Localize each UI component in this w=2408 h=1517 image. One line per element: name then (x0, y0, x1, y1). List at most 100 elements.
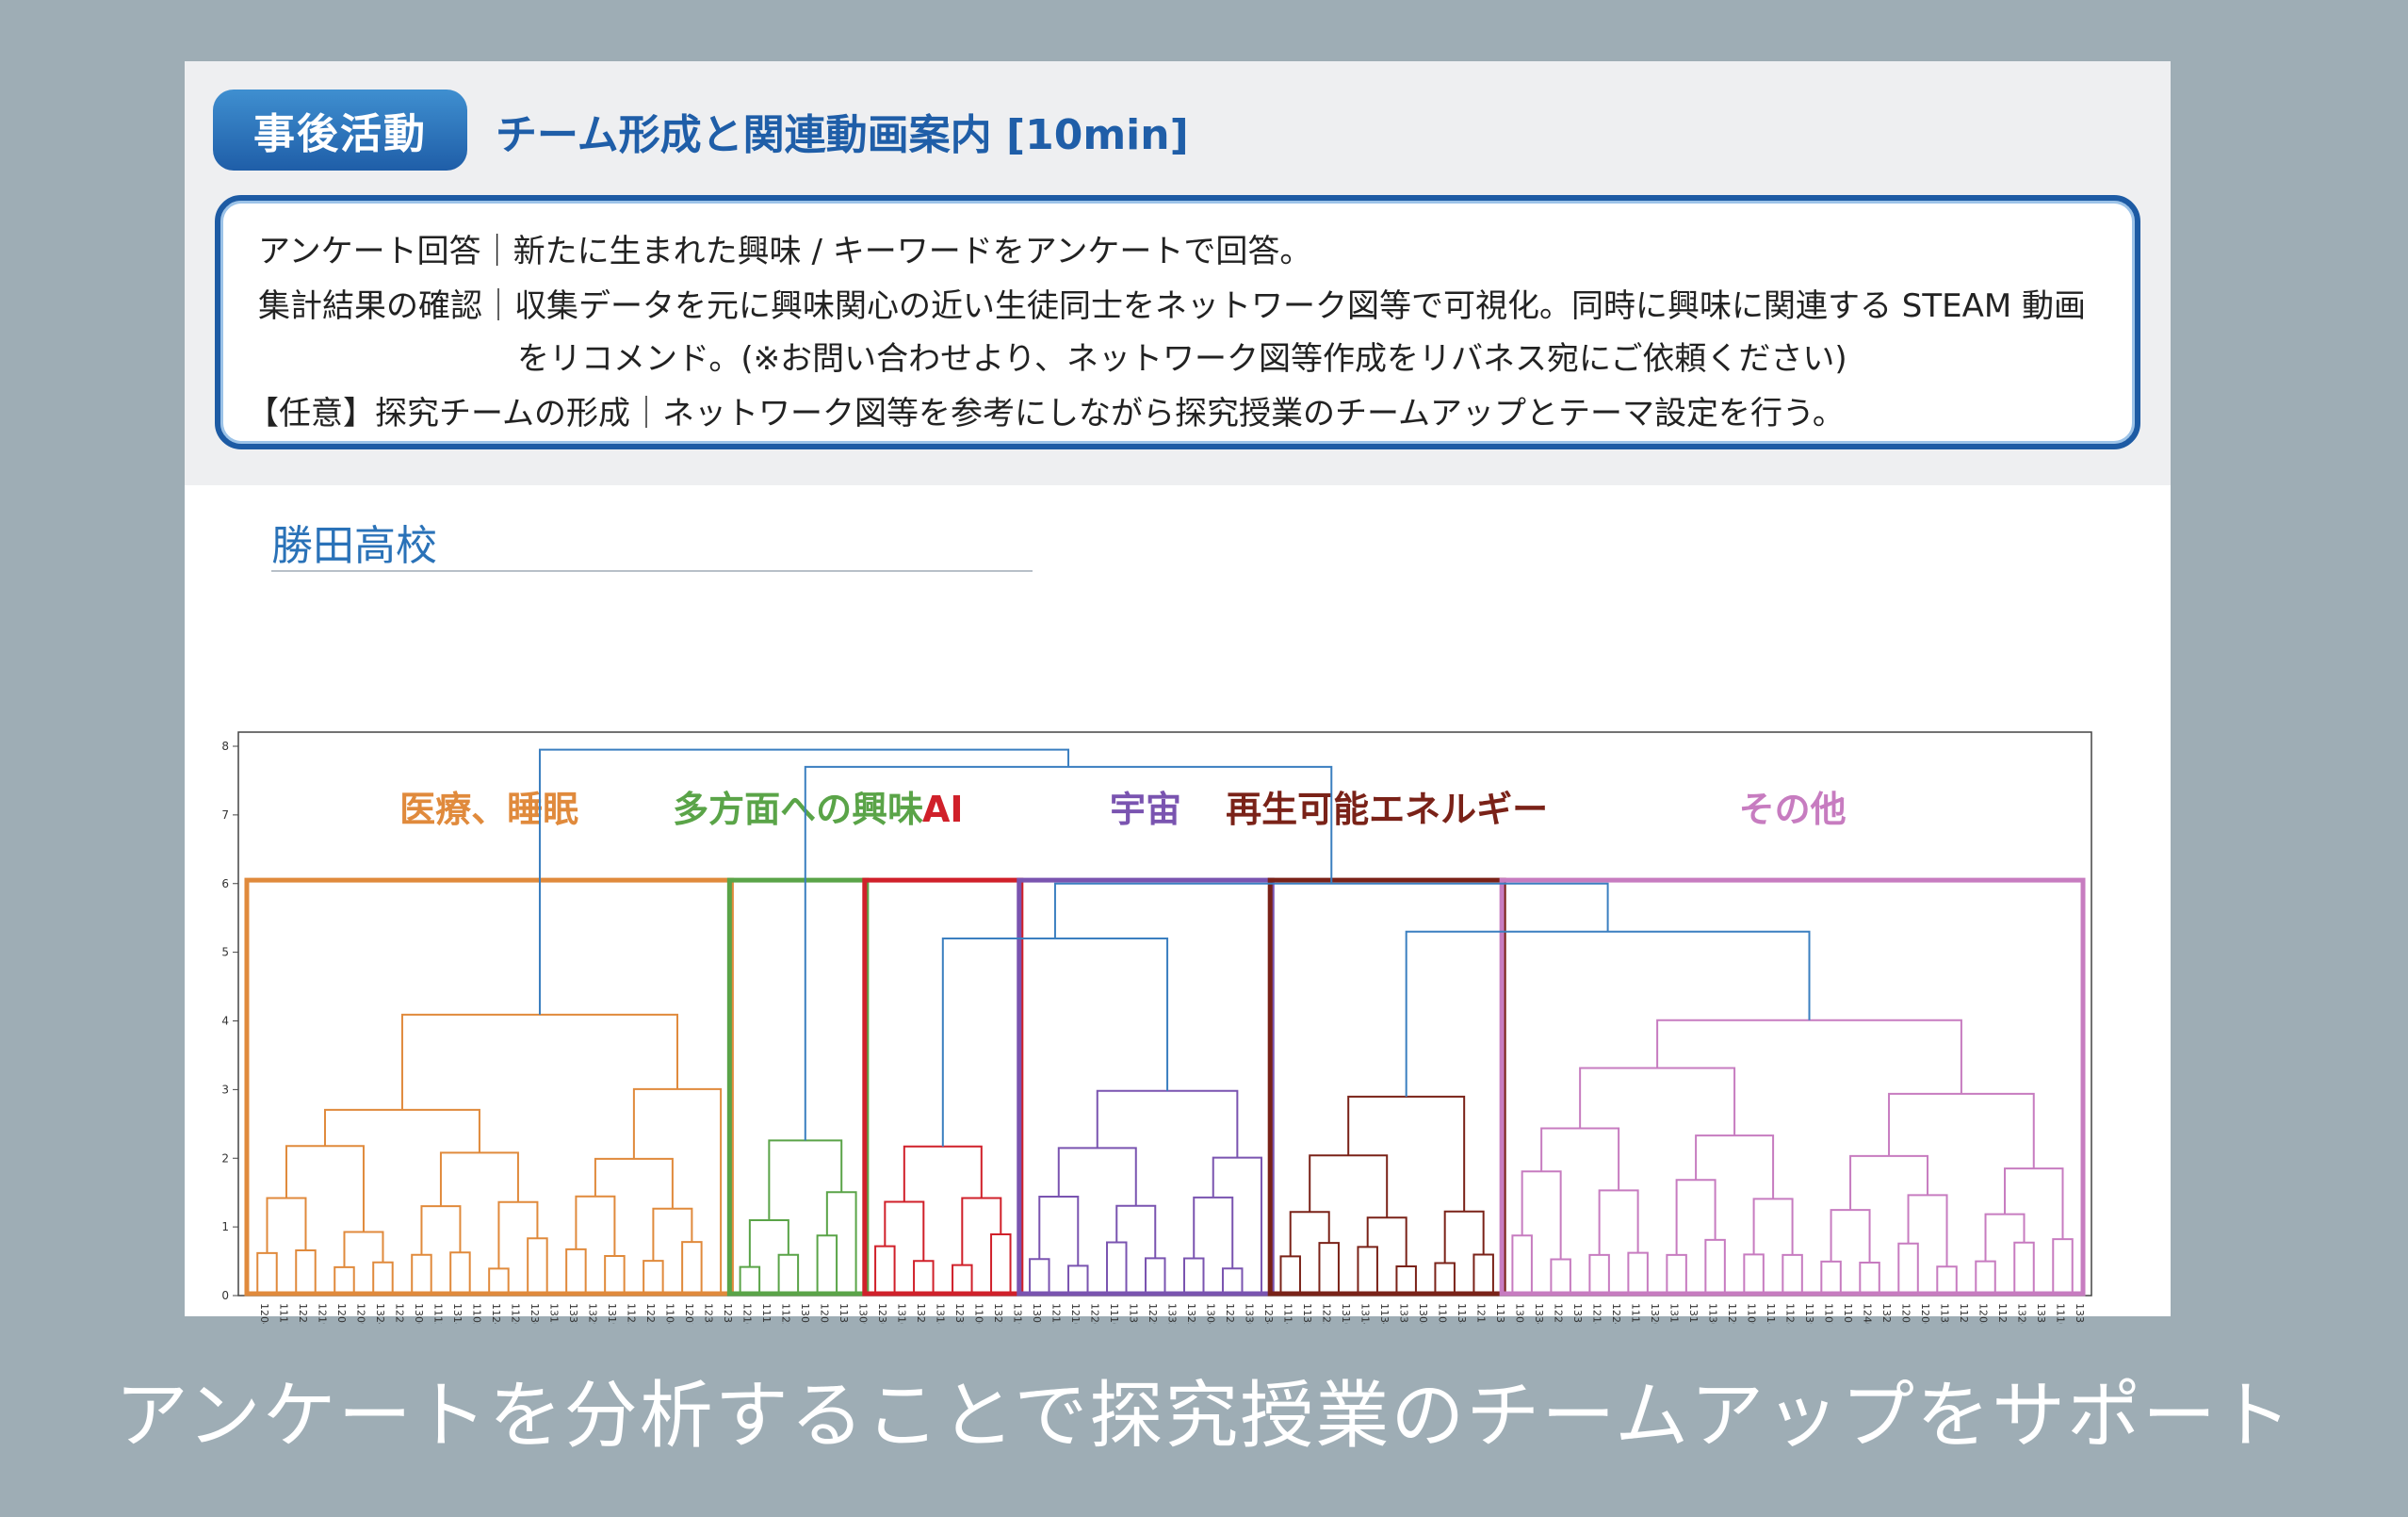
dendrogram-link (1695, 1134, 1775, 1199)
dendrogram-link (439, 1151, 519, 1207)
leaf-label: 1333 (2035, 1303, 2047, 1324)
dendrogram-link (1540, 1127, 1620, 1191)
leaf-label: 1209 (355, 1303, 367, 1324)
dendrogram-link (1434, 1262, 1456, 1296)
info-line-1: アンケート回答｜新たに生まれた興味 / キーワードをアンケートで回答。 (258, 233, 1312, 270)
dendrogram-link (643, 1260, 664, 1296)
dendrogram-link (372, 1261, 394, 1296)
leaf-label: 1102 (471, 1303, 483, 1324)
dendrogram-link (1675, 1179, 1717, 1255)
leaf-label: 1132 (1938, 1303, 1950, 1324)
dendrogram-link (804, 765, 1333, 1141)
leaf-label: 1129 (1726, 1303, 1738, 1324)
leaf-label: 1113 (760, 1303, 773, 1324)
leaf-label: 1224 (1610, 1303, 1622, 1324)
dendrogram-link (739, 1265, 761, 1296)
dendrogram-link (652, 1207, 693, 1262)
cluster-label: 多方面への興味 (673, 789, 923, 830)
dendrogram-link (594, 1157, 674, 1209)
leaf-label: 1124 (490, 1303, 502, 1324)
dendrogram-link (1096, 1089, 1239, 1158)
dendrogram-link (1579, 1067, 1736, 1136)
dendrogram-link (1106, 1241, 1128, 1296)
school-underline (271, 570, 1033, 572)
leaf-label: 1211 (1474, 1303, 1487, 1324)
y-tick-label: 0 (221, 1289, 229, 1302)
dendrogram-link (323, 1108, 480, 1153)
cluster-box (1017, 877, 1275, 1297)
dendrogram-link (1029, 1258, 1050, 1296)
leaf-label: 1309 (857, 1303, 870, 1324)
leaf-label: 1114 (1281, 1303, 1293, 1324)
leaf-label: 1118 (1765, 1303, 1777, 1324)
leaf-label: 1311 (1668, 1303, 1680, 1324)
info-line-3: をリコメンド。(※お問い合わせより、ネットワーク図等作成をリバネス宛にご依頼くだ… (517, 340, 1847, 378)
leaf-label: 1301 (799, 1303, 811, 1324)
leaf-label: 1331 (1571, 1303, 1584, 1324)
dendrogram-link (1212, 1156, 1262, 1296)
dendrogram-link (1511, 1234, 1533, 1296)
cluster-label: その他 (1739, 789, 1847, 830)
leaf-label: 1334 (1533, 1303, 1545, 1324)
cluster-label: 医療、睡眠 (399, 789, 578, 830)
leaf-label: 1203 (1899, 1303, 1912, 1324)
leaf-label: 1324 (374, 1303, 386, 1324)
y-tick-label: 3 (221, 1083, 229, 1096)
dendrogram-link (1907, 1194, 1948, 1267)
dendrogram-link (1588, 1253, 1610, 1296)
leaf-label: 1228 (1224, 1303, 1236, 1324)
dendrogram-link (1182, 1257, 1205, 1296)
dendrogram-link (884, 1200, 925, 1262)
leaf-label: 1305 (1513, 1303, 1525, 1324)
leaf-label: 1319 (1012, 1303, 1024, 1324)
leaf-label: 1304 (1204, 1303, 1216, 1324)
dendrogram-link (903, 1145, 983, 1202)
leaf-label: 1222 (1320, 1303, 1332, 1324)
cluster-box (1267, 877, 1506, 1297)
caption: アンケートを分析することで探究授業のチームアップをサポート (114, 1374, 2294, 1459)
leaf-label: 1230 (876, 1303, 888, 1324)
dendrogram-link (604, 1255, 626, 1296)
dendrogram-link (632, 1087, 723, 1296)
leaf-label: 1208 (1977, 1303, 1989, 1324)
leaf-label: 1316 (896, 1303, 908, 1324)
leaf-label: 1326 (2015, 1303, 2027, 1324)
dendrogram-link (527, 1237, 548, 1296)
leaf-label: 1123 (626, 1303, 638, 1324)
dendrogram-link (538, 748, 1070, 1015)
leaf-label: 1117 (278, 1303, 290, 1324)
leaf-label: 1204 (258, 1303, 270, 1324)
cluster-label: 再生可能エネルギー (1226, 789, 1548, 830)
dendrogram-link (941, 938, 1169, 1147)
header-band: 事後活動 チーム形成と関連動画案内 [10min] アンケート回答｜新たに生まれ… (185, 61, 2171, 485)
dendrogram-link (420, 1205, 462, 1255)
dendrogram-link (1521, 1170, 1562, 1260)
leaf-label: 1104 (664, 1303, 676, 1324)
dendrogram-link (1782, 1253, 1803, 1296)
leaf-label: 1139 (1803, 1303, 1815, 1324)
dendrogram-link (266, 1197, 307, 1253)
leaf-label: 1330 (1243, 1303, 1255, 1324)
leaf-label: 1315 (548, 1303, 561, 1324)
dendrogram-link (1743, 1253, 1765, 1296)
dendrogram-link (1366, 1216, 1407, 1267)
info-line-4: 【任意】探究チームの形成｜ネットワーク図等を参考にしながら探究授業のチームアップ… (247, 395, 1845, 432)
leaf-label: 1307 (1031, 1303, 1043, 1324)
dendrogram-link (1984, 1213, 2026, 1262)
leaf-label: 1337 (567, 1303, 579, 1324)
leaf-label: 1109 (1745, 1303, 1757, 1324)
leaf-label: 1116 (1108, 1303, 1120, 1324)
info-box: アンケート回答｜新たに生まれた興味 / キーワードをアンケートで回答。 集計結果… (215, 195, 2140, 449)
leaf-label: 1335 (2074, 1303, 2086, 1324)
dendrogram-link (1053, 882, 1609, 939)
dendrogram-link (1289, 1211, 1330, 1257)
dendrogram-link (449, 1251, 471, 1296)
dendrogram-link (961, 1197, 1002, 1265)
dendrogram-link (2004, 1167, 2064, 1240)
dendrogram-link (1067, 1264, 1089, 1296)
leaf-label: 1311 (1687, 1303, 1700, 1324)
dendrogram-link (1405, 930, 1811, 1097)
leaf-label: 1327 (992, 1303, 1004, 1324)
leaf-label: 1314 (1359, 1303, 1371, 1324)
